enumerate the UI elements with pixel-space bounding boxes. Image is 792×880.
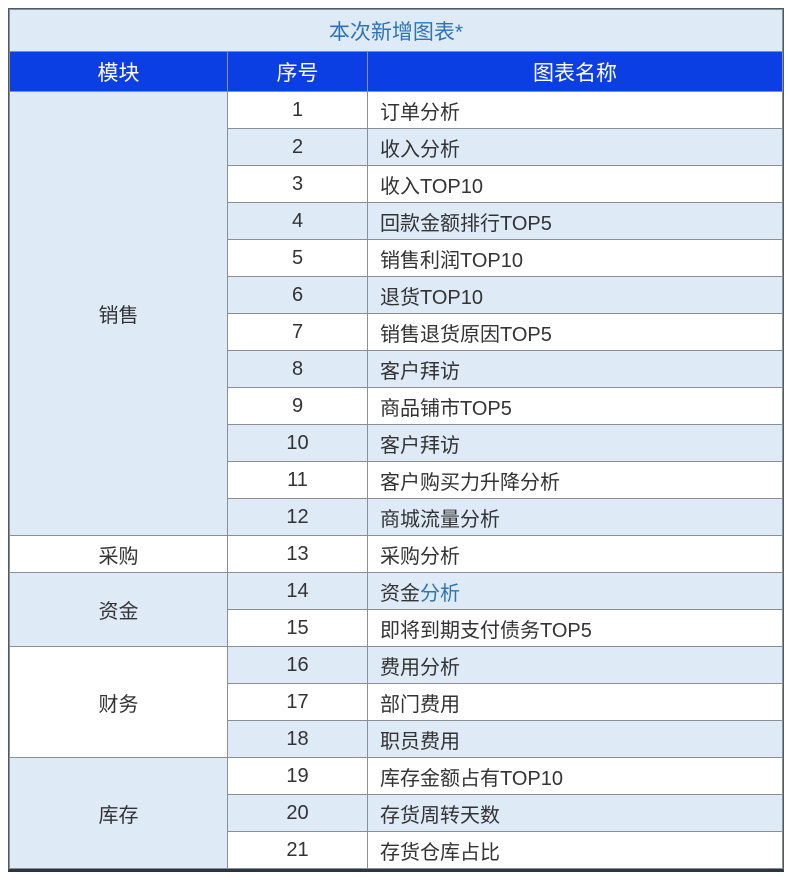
seq-cell: 9 — [228, 388, 368, 425]
table-title: 本次新增图表* — [10, 10, 783, 52]
table-body: 销售1订单分析2收入分析3收入TOP104回款金额排行TOP55销售利润TOP1… — [10, 92, 783, 869]
seq-cell: 10 — [228, 425, 368, 462]
module-cell: 销售 — [10, 92, 228, 536]
table-title-row: 本次新增图表* — [10, 10, 783, 52]
seq-cell: 2 — [228, 129, 368, 166]
seq-cell: 19 — [228, 758, 368, 795]
name-cell: 即将到期支付债务TOP5 — [368, 610, 783, 647]
name-cell: 存货周转天数 — [368, 795, 783, 832]
seq-cell: 4 — [228, 203, 368, 240]
name-link: 分析 — [420, 583, 460, 605]
table-row: 财务16费用分析 — [10, 647, 783, 684]
module-cell: 资金 — [10, 573, 228, 647]
name-cell: 客户拜访 — [368, 351, 783, 388]
name-cell: 回款金额排行TOP5 — [368, 203, 783, 240]
name-cell: 销售退货原因TOP5 — [368, 314, 783, 351]
name-cell: 库存金额占有TOP10 — [368, 758, 783, 795]
seq-cell: 21 — [228, 832, 368, 869]
name-cell: 销售利润TOP10 — [368, 240, 783, 277]
name-cell: 商品铺市TOP5 — [368, 388, 783, 425]
seq-cell: 6 — [228, 277, 368, 314]
header-module: 模块 — [10, 52, 228, 92]
module-cell: 库存 — [10, 758, 228, 869]
name-cell: 职员费用 — [368, 721, 783, 758]
name-cell: 收入分析 — [368, 129, 783, 166]
seq-cell: 3 — [228, 166, 368, 203]
name-cell: 客户拜访 — [368, 425, 783, 462]
table-row: 资金 14资金分析 — [10, 573, 783, 610]
name-cell: 收入TOP10 — [368, 166, 783, 203]
seq-cell: 14 — [228, 573, 368, 610]
data-table: 本次新增图表* 模块 序号 图表名称 销售1订单分析2收入分析3收入TOP104… — [9, 9, 783, 869]
seq-cell: 13 — [228, 536, 368, 573]
seq-cell: 15 — [228, 610, 368, 647]
seq-cell: 17 — [228, 684, 368, 721]
module-cell: 采购 — [10, 536, 228, 573]
seq-cell: 1 — [228, 92, 368, 129]
name-cell: 部门费用 — [368, 684, 783, 721]
seq-cell: 12 — [228, 499, 368, 536]
name-cell: 费用分析 — [368, 647, 783, 684]
seq-cell: 20 — [228, 795, 368, 832]
name-cell: 资金分析 — [368, 573, 783, 610]
table-row: 采购13采购分析 — [10, 536, 783, 573]
seq-cell: 5 — [228, 240, 368, 277]
chart-table: 本次新增图表* 模块 序号 图表名称 销售1订单分析2收入分析3收入TOP104… — [8, 8, 784, 872]
header-seq: 序号 — [228, 52, 368, 92]
name-cell: 存货仓库占比 — [368, 832, 783, 869]
name-cell: 商城流量分析 — [368, 499, 783, 536]
seq-cell: 7 — [228, 314, 368, 351]
table-row: 销售1订单分析 — [10, 92, 783, 129]
table-header-row: 模块 序号 图表名称 — [10, 52, 783, 92]
name-cell: 客户购买力升降分析 — [368, 462, 783, 499]
name-cell: 退货TOP10 — [368, 277, 783, 314]
seq-cell: 18 — [228, 721, 368, 758]
seq-cell: 8 — [228, 351, 368, 388]
seq-cell: 11 — [228, 462, 368, 499]
name-cell: 采购分析 — [368, 536, 783, 573]
header-name: 图表名称 — [368, 52, 783, 92]
table-row: 库存19库存金额占有TOP10 — [10, 758, 783, 795]
module-cell: 财务 — [10, 647, 228, 758]
name-cell: 订单分析 — [368, 92, 783, 129]
seq-cell: 16 — [228, 647, 368, 684]
name-text: 资金 — [380, 583, 420, 605]
